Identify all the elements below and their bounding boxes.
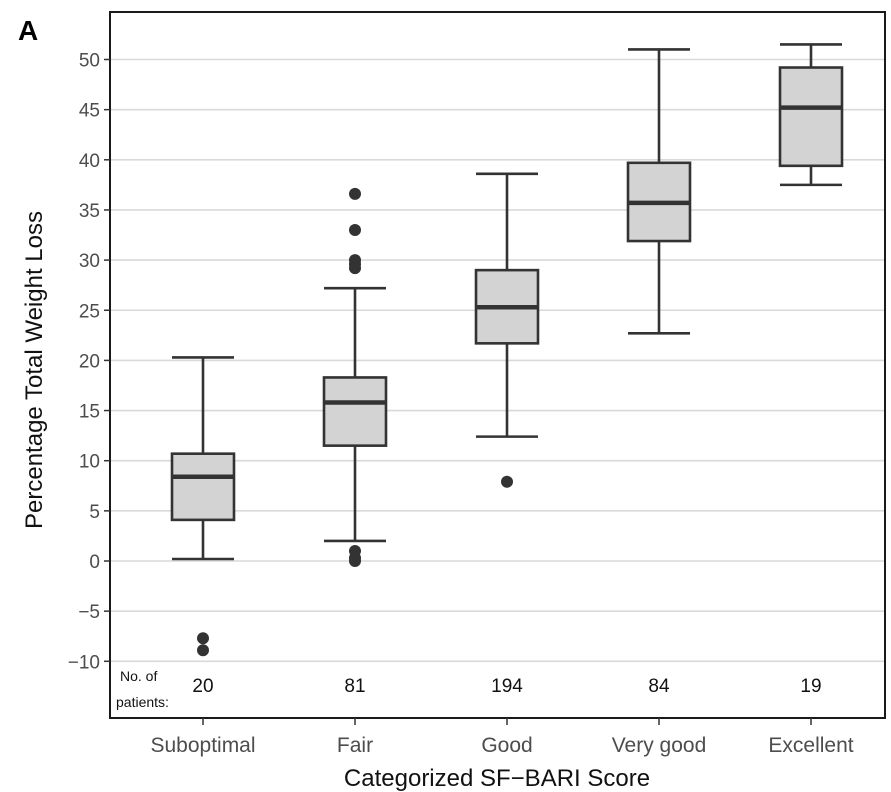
patient-count: 194	[491, 676, 523, 697]
patient-count: 84	[648, 676, 670, 697]
x-tick-label: Very good	[612, 734, 707, 757]
outlier-point	[349, 224, 361, 237]
grid-lines	[110, 58, 885, 663]
outlier-point	[349, 555, 361, 567]
x-tick-label: Excellent	[768, 734, 853, 757]
x-tick-label: Fair	[337, 734, 373, 757]
patient-counts: No. of patients: 20 81 194 84 19	[116, 668, 822, 710]
x-axis-title: Categorized SF−BARI Score	[344, 765, 650, 792]
y-tick-label: 30	[79, 251, 100, 272]
x-tick-label: Good	[481, 734, 532, 757]
y-tick-label: 5	[89, 502, 100, 523]
outlier-point	[501, 475, 513, 488]
panel-label: A	[18, 15, 38, 46]
patient-count-label-line2: patients:	[116, 694, 169, 710]
x-axis-ticks: Suboptimal Fair Good Very good Excellent	[150, 718, 854, 757]
box-excellent	[778, 43, 844, 187]
x-tick-label: Suboptimal	[150, 734, 255, 757]
box-fair	[322, 187, 388, 567]
patient-count: 81	[344, 676, 365, 697]
outlier-point	[197, 644, 209, 657]
y-tick-label: 45	[79, 101, 100, 122]
iqr-box	[322, 376, 388, 447]
y-tick-label: 50	[79, 51, 100, 72]
y-axis-ticks: −10 −5 0 5 10 15 20 25 30 35 40 45 50	[68, 51, 110, 673]
y-tick-label: 40	[79, 151, 100, 172]
iqr-box	[778, 66, 844, 168]
plot-border	[109, 11, 886, 719]
y-tick-label: −5	[78, 602, 100, 623]
y-tick-label: −10	[68, 652, 100, 673]
box-suboptimal	[170, 356, 236, 657]
y-tick-label: 20	[79, 351, 100, 372]
box-good	[474, 172, 540, 488]
y-tick-label: 10	[79, 452, 100, 473]
patient-count-label-line1: No. of	[120, 668, 157, 684]
patient-count: 19	[800, 676, 821, 697]
y-tick-label: 0	[89, 552, 100, 573]
outlier-point	[197, 632, 209, 645]
y-tick-label: 35	[79, 201, 100, 222]
box-plots	[170, 43, 844, 657]
patient-count: 20	[192, 676, 213, 697]
box-very-good	[626, 48, 692, 335]
outlier-point	[349, 262, 361, 275]
y-tick-label: 25	[79, 301, 100, 322]
y-axis-title: Percentage Total Weight Loss	[21, 211, 48, 529]
iqr-box	[170, 452, 236, 522]
y-tick-label: 15	[79, 402, 100, 423]
outlier-point	[349, 187, 361, 200]
